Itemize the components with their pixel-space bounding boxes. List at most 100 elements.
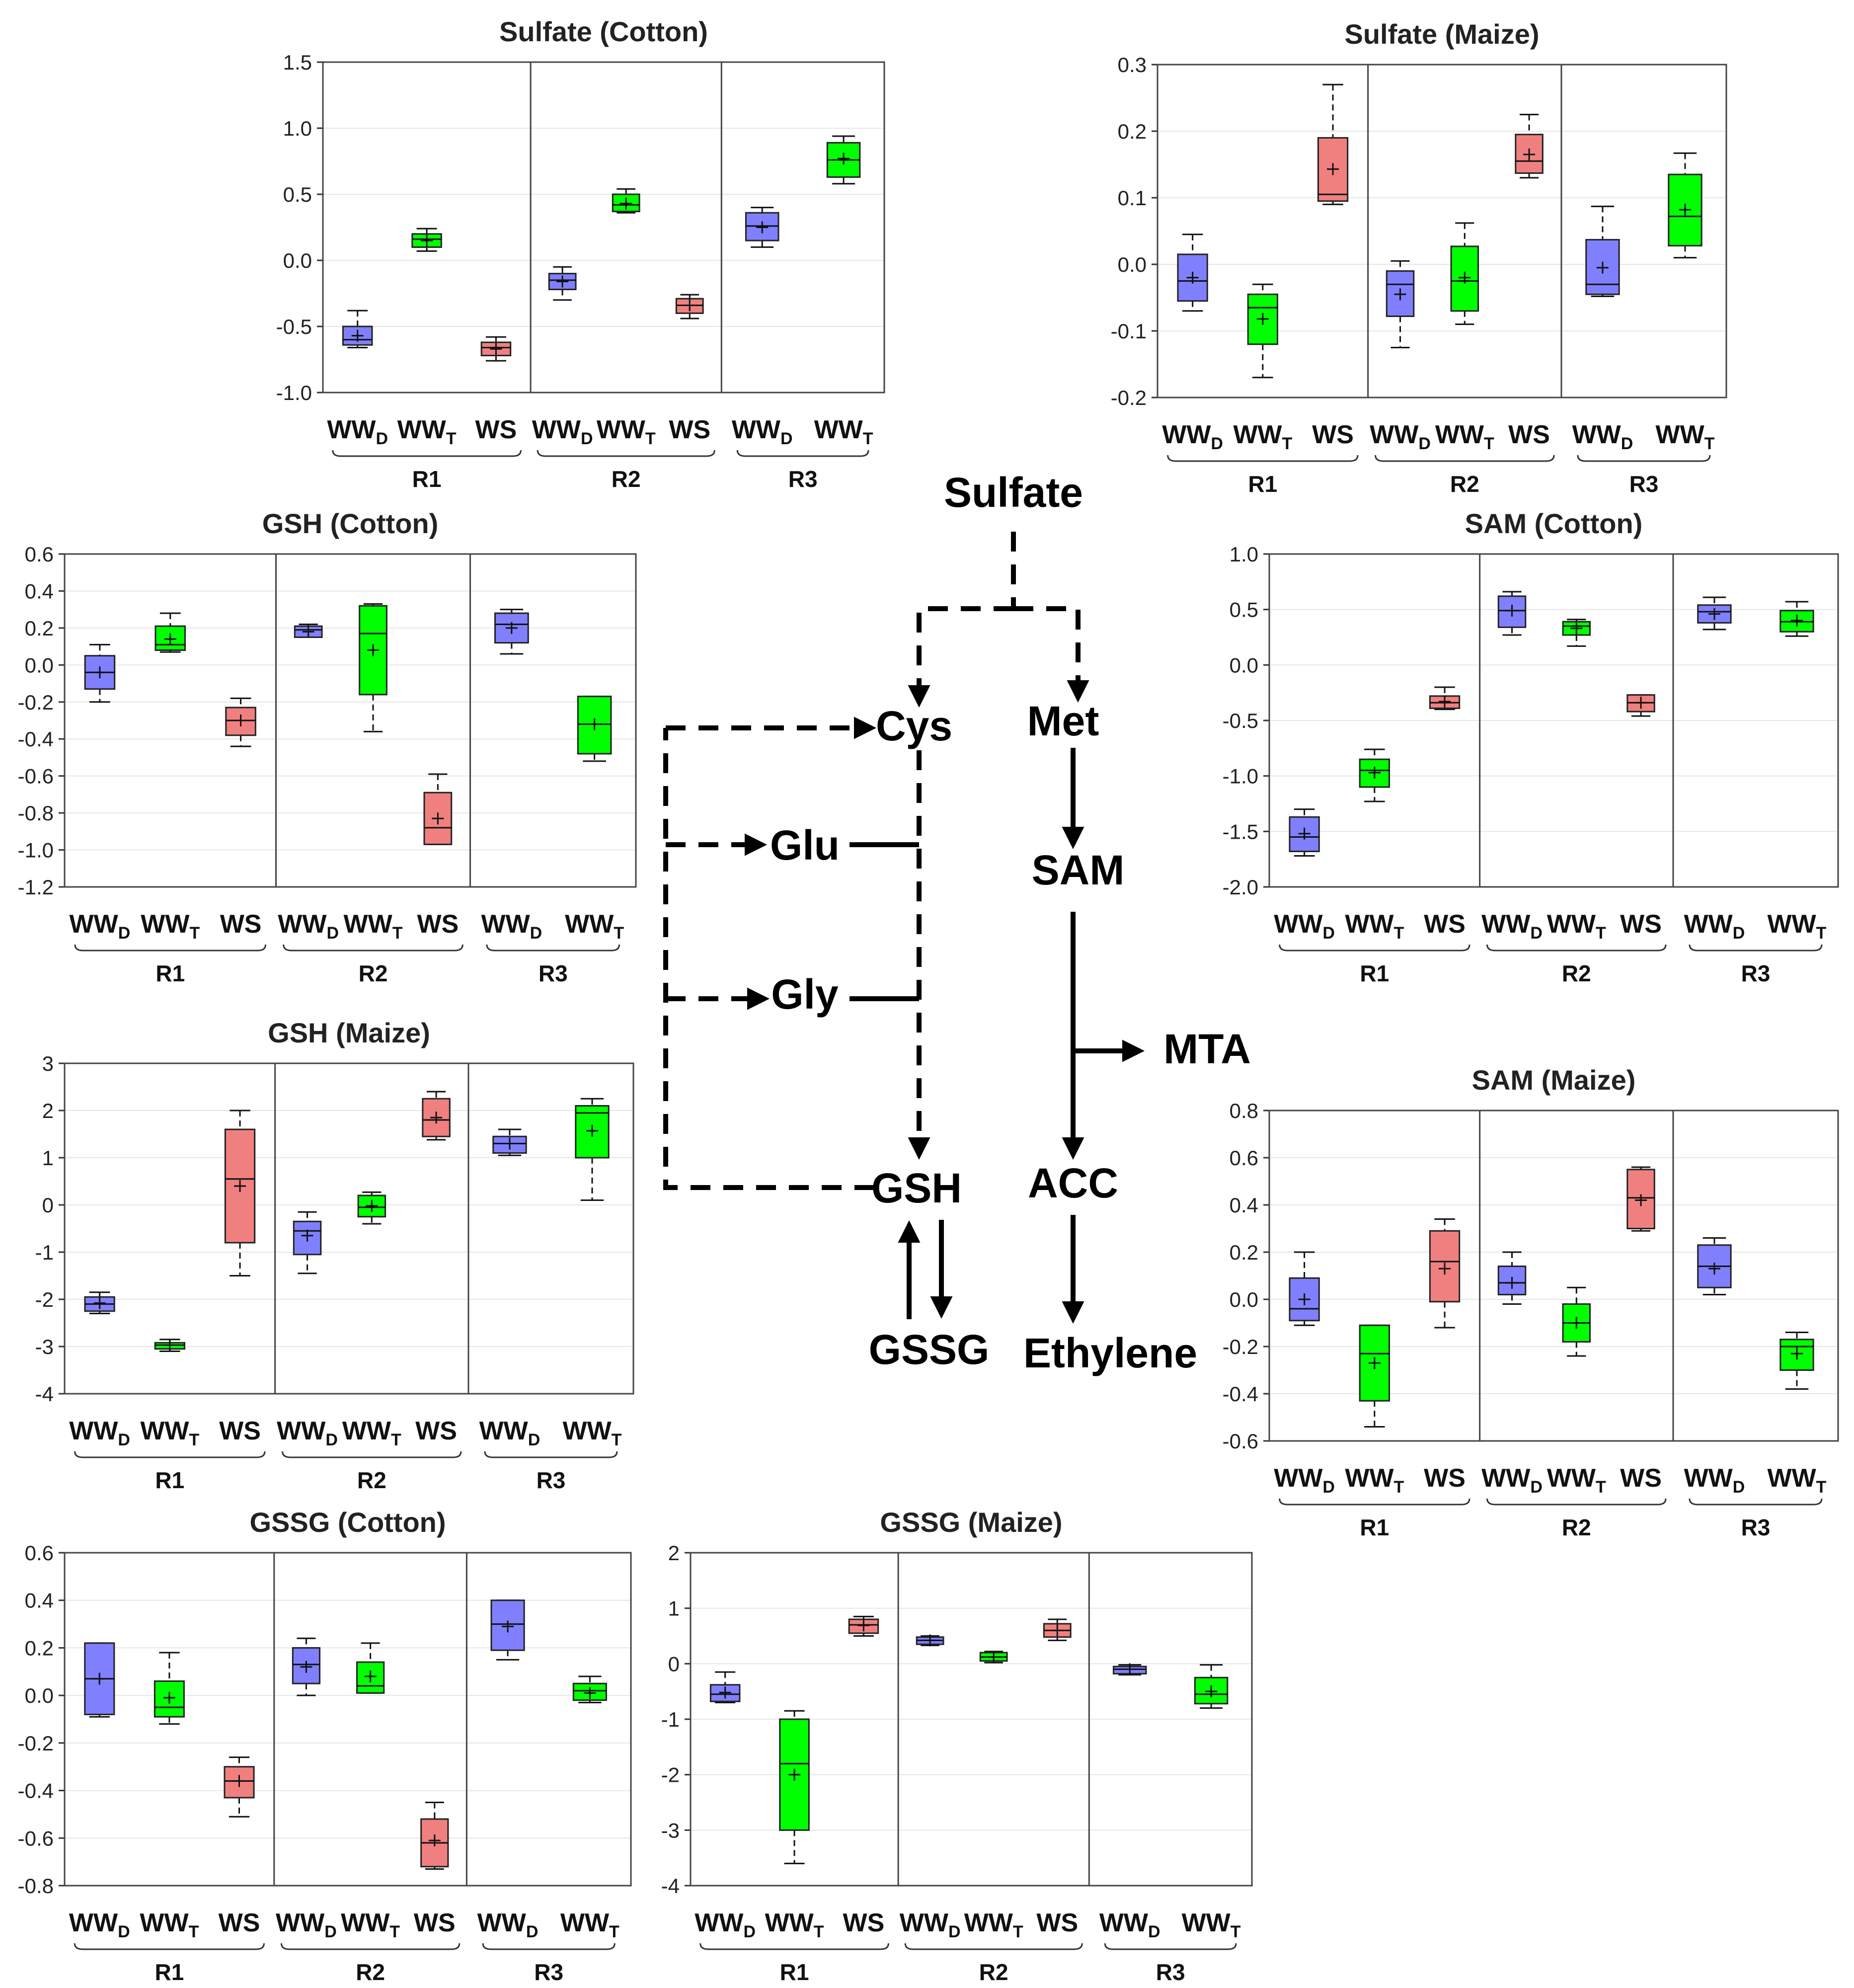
region-bracket <box>1168 455 1358 461</box>
category-label: WWD <box>327 415 388 448</box>
pathway-diagram: Sulfate Cys Met Glu SAM Gly MTA GSH ACC … <box>666 469 1251 1376</box>
category-label: WWT <box>140 1417 199 1449</box>
region-label: R2 <box>1562 1514 1591 1540</box>
region-bracket <box>1376 455 1554 461</box>
category-label: WWD <box>900 1908 961 1941</box>
category-label: WWT <box>1233 420 1292 453</box>
region-label: R1 <box>1360 1514 1389 1540</box>
y-tick-label: -1.0 <box>276 381 312 404</box>
category-label: WWD <box>695 1908 756 1941</box>
y-tick-label: -3 <box>661 1819 680 1842</box>
box-wwd <box>295 624 322 637</box>
region-bracket <box>700 1943 889 1949</box>
y-tick-label: 2 <box>42 1099 54 1122</box>
y-tick-label: 0.0 <box>1230 1288 1258 1311</box>
y-tick-label: 0.4 <box>25 1589 54 1612</box>
category-label: WWT <box>1656 420 1715 453</box>
y-tick-label: -2 <box>661 1763 680 1787</box>
category-label: WWD <box>532 415 593 448</box>
category-label: WS <box>219 1417 261 1445</box>
category-label: WWT <box>1435 420 1494 453</box>
y-tick-label: -0.4 <box>18 727 54 751</box>
y-tick-label: 0.4 <box>1230 1193 1258 1217</box>
category-label: WS <box>475 415 517 444</box>
node-cys: Cys <box>876 703 952 749</box>
category-label: WWD <box>479 1417 541 1449</box>
y-tick-label: -0.5 <box>276 315 312 338</box>
y-tick-label: -0.6 <box>18 1827 54 1850</box>
region-bracket <box>1690 945 1822 951</box>
chart-sam-cotton: SAM (Cotton) -2.0 -1.5 -1.0 -0.5 0.0 0.5 1.0 WWD… <box>1223 508 1838 986</box>
y-tick-label: -3 <box>35 1335 54 1358</box>
category-label: WS <box>1312 420 1354 449</box>
y-tick-label: 0.8 <box>1230 1099 1258 1122</box>
region-bracket <box>75 945 266 951</box>
y-tick-label: -0.5 <box>1223 709 1258 732</box>
box-wwt <box>578 697 611 761</box>
y-tick-label: -0.6 <box>18 765 54 788</box>
chart-gssg-maize: GSSG (Maize)-4-3-2-1012WWD WWT WSR1WWD WWT W… <box>661 1507 1252 1985</box>
category-label: WWD <box>276 1908 337 1941</box>
region-label: R3 <box>1741 1514 1771 1540</box>
region-bracket <box>1487 945 1666 951</box>
y-tick-label: -0.6 <box>1223 1430 1258 1453</box>
category-label: WWT <box>1547 1464 1606 1497</box>
region-bracket <box>1578 455 1710 461</box>
chart-gssg-cotton: GSSG (Cotton) -0.8 -0.6 -0.4 -0.2 0.0 0.2 0.4 0.… <box>18 1507 631 1985</box>
chart-gsh-cotton: GSH (Cotton)-1.2-1.0-0.8-0.6-0.4-0.20.00… <box>18 508 636 986</box>
y-tick-label: -4 <box>661 1874 680 1898</box>
category-label: WWD <box>277 1417 338 1449</box>
node-ethylene: Ethylene <box>1023 1330 1197 1376</box>
region-bracket <box>281 1943 459 1949</box>
chart-title: GSSG (Maize) <box>880 1507 1062 1538</box>
category-label: WS <box>219 1908 260 1937</box>
y-tick-label: -0.2 <box>1223 1335 1258 1358</box>
y-tick-label: -0.1 <box>1111 319 1147 343</box>
region-label: R3 <box>539 960 568 986</box>
category-label: WWD <box>1274 910 1335 943</box>
category-label: WS <box>843 1908 885 1937</box>
category-label: WWD <box>1684 910 1745 943</box>
chart-title: GSH (Cotton) <box>262 508 439 539</box>
box-wwd <box>746 208 778 247</box>
y-tick-label: -0.4 <box>18 1779 54 1803</box>
y-tick-label: 1.0 <box>283 117 312 140</box>
category-label: WWD <box>70 910 131 943</box>
category-label: WWT <box>140 1908 199 1941</box>
arrow-sulfate-to-met <box>1013 609 1078 698</box>
plot-area <box>65 1553 631 1886</box>
region-label: R2 <box>1562 960 1591 986</box>
region-label: R1 <box>780 1959 809 1985</box>
box-wwd <box>85 1643 114 1717</box>
box-wwd <box>491 1600 524 1660</box>
y-tick-label: -1.5 <box>1223 820 1258 843</box>
category-label: WWT <box>1768 910 1827 943</box>
region-label: R1 <box>154 1959 184 1985</box>
category-label: WWD <box>1162 420 1223 453</box>
y-tick-label: 0.0 <box>1118 253 1147 276</box>
box-ws <box>849 1616 878 1636</box>
category-label: WWT <box>1768 1464 1827 1497</box>
y-tick-label: 0 <box>42 1193 54 1217</box>
node-sam: SAM <box>1032 847 1125 893</box>
category-label: WWD <box>1099 1908 1160 1941</box>
region-bracket <box>485 1451 617 1457</box>
region-label: R2 <box>357 1467 386 1493</box>
region-bracket <box>283 1451 462 1457</box>
category-label: WS <box>417 910 459 939</box>
y-tick-label: 0.2 <box>1118 120 1147 143</box>
region-bracket <box>1690 1499 1822 1505</box>
region-bracket <box>1280 945 1469 951</box>
category-label: WS <box>1424 1464 1466 1493</box>
category-label: WS <box>220 910 262 939</box>
y-tick-label: 0.6 <box>25 543 54 566</box>
region-bracket <box>75 1943 264 1949</box>
category-label: WS <box>1508 420 1550 449</box>
category-label: WWT <box>1345 910 1404 943</box>
region-label: R2 <box>1450 471 1479 497</box>
node-gsh: GSH <box>871 1165 962 1211</box>
region-label: R1 <box>1360 960 1389 986</box>
y-tick-label: 0 <box>668 1652 680 1675</box>
figure-canvas: Sulfate (Cotton)-1.0-0.50.00.51.01.5WWD W… <box>0 0 1854 1988</box>
y-tick-label: 1.0 <box>1230 543 1258 566</box>
